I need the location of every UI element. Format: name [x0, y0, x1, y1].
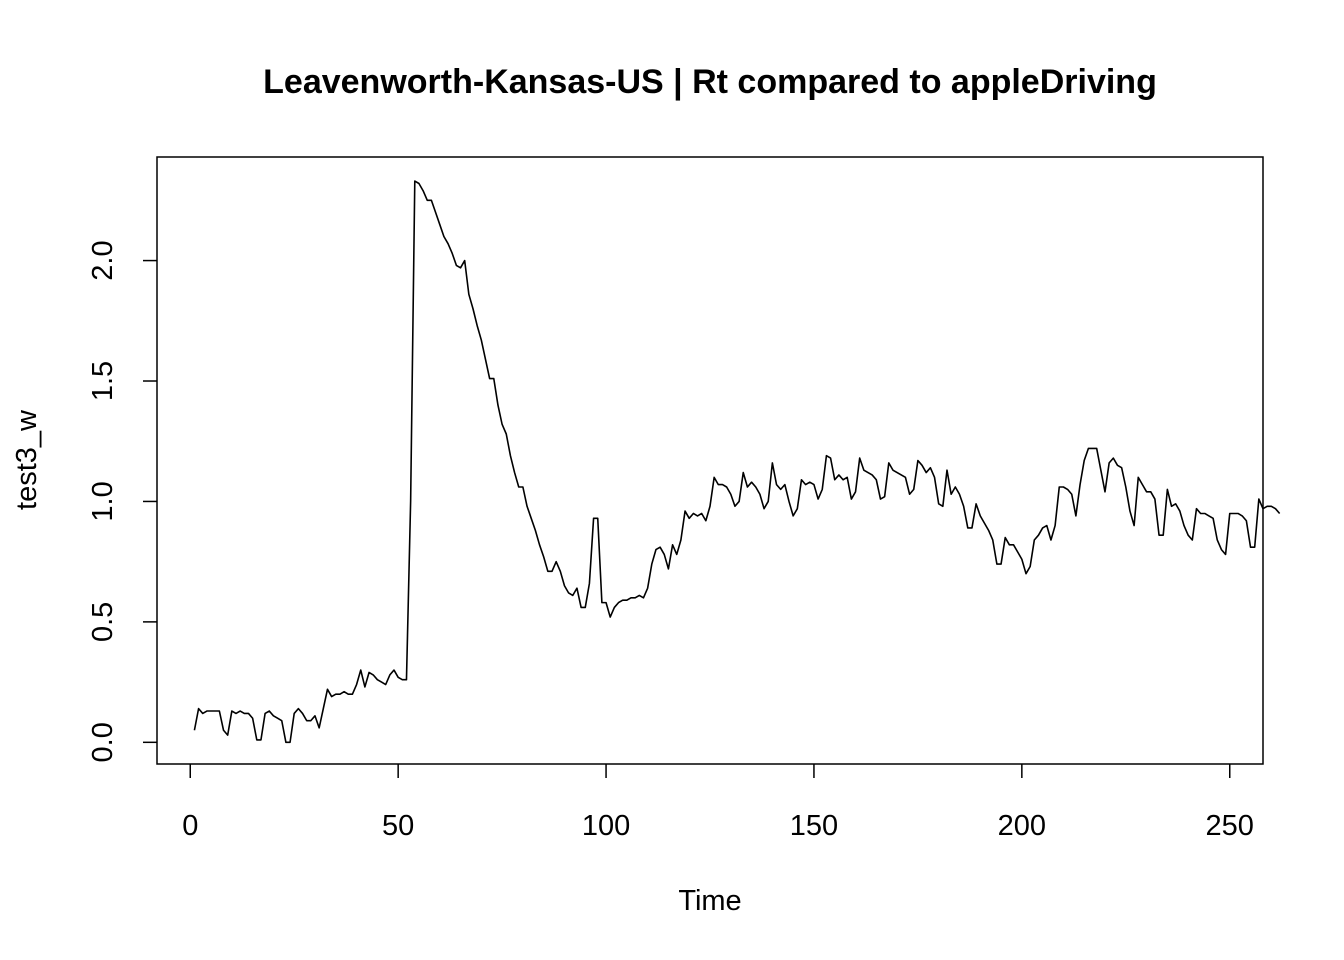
series-line — [193, 180, 1281, 744]
x-tick-label: 250 — [1206, 810, 1254, 842]
y-tick-label: 0.0 — [87, 722, 119, 762]
x-tick-label: 200 — [998, 810, 1046, 842]
y-tick-label: 2.0 — [87, 240, 119, 280]
y-tick-label: 1.5 — [87, 361, 119, 401]
y-axis-label: test3_w — [11, 409, 43, 510]
x-tick-label: 0 — [182, 810, 198, 842]
plot-frame — [156, 156, 1264, 765]
y-axis: 0.0 0.5 1.0 1.5 2.0 — [87, 240, 157, 762]
x-tick-label: 50 — [382, 810, 414, 842]
x-axis-label: Time — [678, 885, 741, 917]
chart-title: Leavenworth-Kansas-US | Rt compared to a… — [263, 63, 1157, 101]
x-tick-label: 100 — [582, 810, 630, 842]
y-tick-label: 0.5 — [87, 602, 119, 642]
y-tick-label: 1.0 — [87, 481, 119, 521]
x-axis: 0 50 100 150 200 250 — [182, 764, 1254, 842]
x-tick-label: 150 — [790, 810, 838, 842]
